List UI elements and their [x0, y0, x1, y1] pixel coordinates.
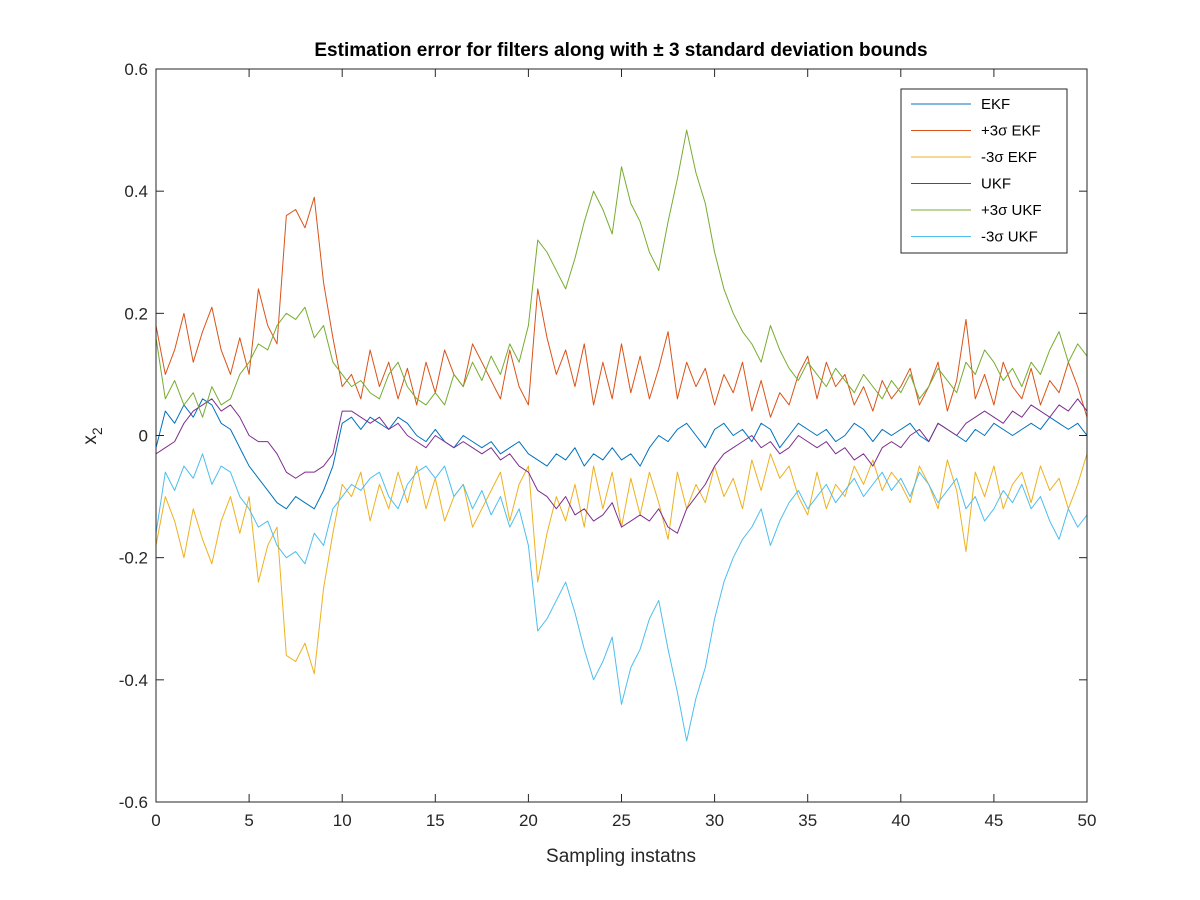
x-tick-label: 5 [244, 811, 253, 830]
series-line [156, 196, 1087, 418]
legend-entry-label: -3σ UKF [981, 229, 1038, 246]
y-tick-label: 0.4 [124, 182, 148, 201]
y-tick-label: -0.2 [119, 549, 148, 568]
series-line [156, 129, 1087, 418]
ticks-layer: 0 5 10 15 20 25 30 35 40 45 50 -0.6 -0.4 -0.2 0 0.2 0.4 0… [119, 60, 1097, 830]
y-tick-label: 0.6 [124, 60, 148, 79]
legend-entry-label: EKF [981, 96, 1010, 113]
series-layer [156, 129, 1087, 742]
x-tick-label: 35 [798, 811, 817, 830]
y-axis-label-subscript: 2 [89, 427, 105, 435]
x-tick-label: 25 [612, 811, 631, 830]
x-tick-label: 45 [984, 811, 1003, 830]
y-tick-label: 0.2 [124, 304, 148, 323]
x-tick-label: 15 [426, 811, 445, 830]
y-axis-label: x2 [80, 427, 105, 445]
legend-box [900, 88, 1068, 254]
chart-title: Estimation error for filters along with … [314, 40, 927, 61]
legend-entry-label: +3σ UKF [981, 202, 1042, 219]
legend-entry-label: -3σ EKF [981, 149, 1037, 166]
x-tick-label: 30 [705, 811, 724, 830]
y-tick-label: 0 [139, 427, 148, 446]
x-tick-label: 20 [519, 811, 538, 830]
legend-entry-label: UKF [981, 176, 1011, 193]
legend-entry-label: +3σ EKF [981, 123, 1041, 140]
x-tick-label: 0 [151, 811, 160, 830]
x-tick-label: 10 [333, 811, 352, 830]
series-line [156, 398, 1087, 534]
x-axis-label: Sampling instatns [546, 846, 696, 867]
series-line [156, 453, 1087, 742]
y-tick-label: -0.4 [119, 671, 148, 690]
y-axis-label-main: x [80, 435, 101, 445]
x-tick-label: 40 [891, 811, 910, 830]
legend: EKF +3σ EKF -3σ EKF UKF +3σ UKF -3σ UKF [900, 88, 1068, 254]
x-tick-label: 50 [1078, 811, 1097, 830]
y-tick-label: -0.6 [119, 793, 148, 812]
